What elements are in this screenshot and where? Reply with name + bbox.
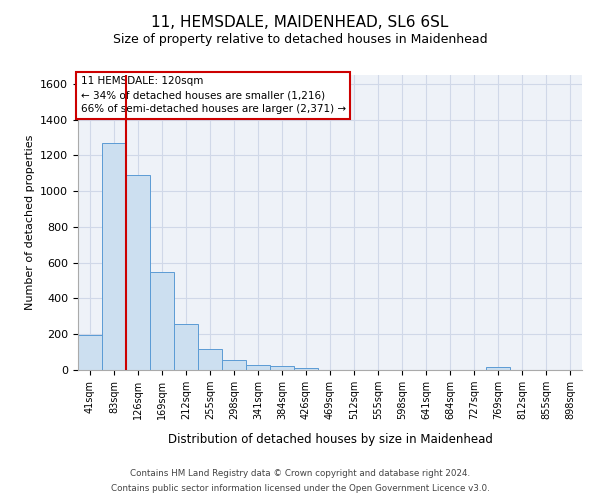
Bar	[222, 360, 246, 370]
Bar	[270, 366, 294, 370]
Text: Contains HM Land Registry data © Crown copyright and database right 2024.: Contains HM Land Registry data © Crown c…	[130, 469, 470, 478]
Bar	[150, 272, 174, 370]
Bar	[102, 143, 126, 370]
Bar	[78, 335, 102, 370]
Bar	[246, 364, 270, 370]
Bar	[126, 175, 150, 370]
Bar	[294, 368, 318, 370]
Text: Contains public sector information licensed under the Open Government Licence v3: Contains public sector information licen…	[110, 484, 490, 493]
Text: Size of property relative to detached houses in Maidenhead: Size of property relative to detached ho…	[113, 32, 487, 46]
Bar	[174, 324, 198, 370]
Bar	[486, 368, 510, 370]
Text: 11 HEMSDALE: 120sqm
← 34% of detached houses are smaller (1,216)
66% of semi-det: 11 HEMSDALE: 120sqm ← 34% of detached ho…	[80, 76, 346, 114]
Y-axis label: Number of detached properties: Number of detached properties	[25, 135, 35, 310]
Text: Distribution of detached houses by size in Maidenhead: Distribution of detached houses by size …	[167, 432, 493, 446]
Bar	[198, 348, 222, 370]
Text: 11, HEMSDALE, MAIDENHEAD, SL6 6SL: 11, HEMSDALE, MAIDENHEAD, SL6 6SL	[151, 15, 449, 30]
